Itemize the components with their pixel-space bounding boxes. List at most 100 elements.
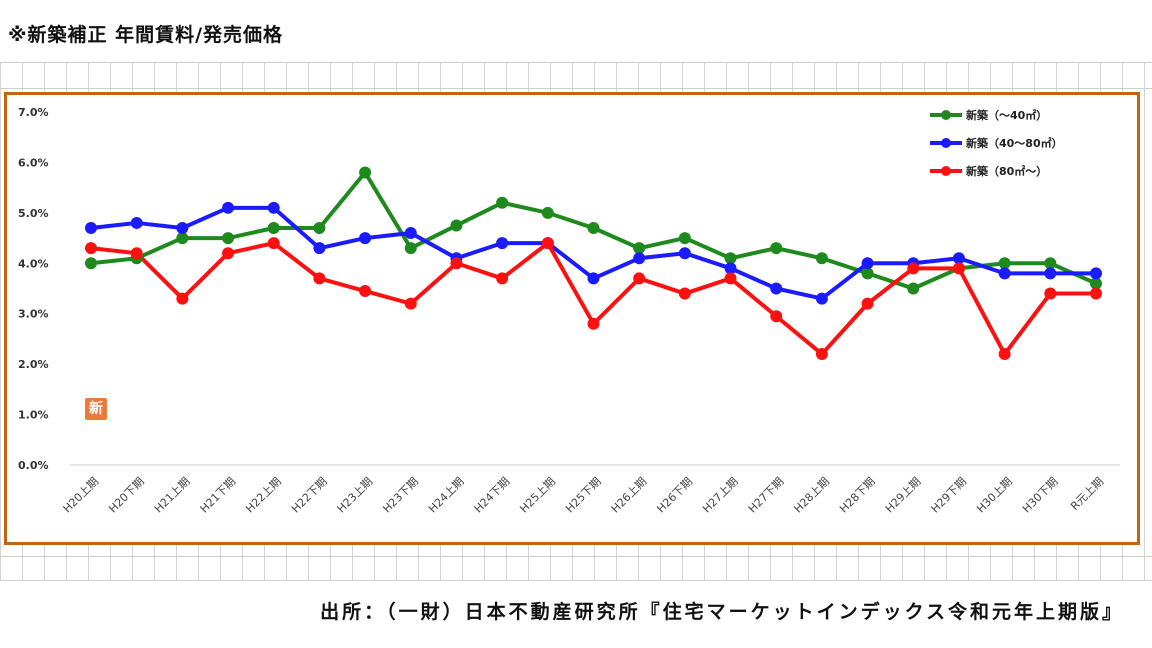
data-point — [815, 348, 828, 361]
data-point — [313, 272, 326, 285]
legend: 新築（～40㎡） 新築（40～80㎡） 新築（80㎡～） — [930, 108, 1063, 178]
row-line — [0, 556, 1152, 557]
data-point — [359, 232, 372, 245]
page-title: ※新築補正 年間賃料/発売価格 — [8, 24, 284, 46]
x-tick-label: R元上期 — [1068, 475, 1106, 513]
series-line-1 — [90, 205, 1096, 301]
data-point — [130, 247, 143, 260]
chart-frame — [4, 92, 1140, 545]
data-point — [267, 221, 280, 234]
data-point — [541, 206, 554, 219]
x-tick-label: H30上期 — [974, 475, 1015, 516]
data-point — [222, 247, 235, 260]
data-point — [770, 282, 783, 295]
x-tick-label: H20上期 — [61, 475, 102, 516]
legend-marker — [941, 166, 951, 176]
x-tick-label: H25上期 — [517, 475, 558, 516]
data-point — [176, 221, 189, 234]
data-point — [450, 257, 463, 270]
data-point — [770, 242, 783, 255]
data-point — [267, 201, 280, 214]
data-point — [176, 292, 189, 305]
x-tick-label: H28上期 — [792, 475, 833, 516]
data-point — [85, 221, 97, 234]
data-point — [633, 252, 646, 265]
data-point — [130, 216, 143, 229]
x-tick-label: H22上期 — [243, 475, 284, 516]
data-point — [724, 262, 737, 275]
data-point — [404, 297, 417, 310]
data-point — [724, 252, 737, 265]
data-point — [724, 272, 737, 285]
x-tick-label: H27上期 — [700, 475, 741, 516]
data-point — [450, 219, 463, 232]
data-point — [1090, 267, 1102, 280]
data-point — [1090, 287, 1102, 300]
x-tick-label: H24下期 — [472, 475, 513, 516]
data-point — [678, 247, 691, 260]
data-point — [85, 257, 97, 270]
data-point — [587, 272, 600, 285]
y-tick-label: 6.0% — [18, 156, 49, 169]
data-point — [907, 262, 920, 275]
data-point — [1044, 257, 1057, 270]
data-point — [222, 232, 235, 245]
x-tick-label: H29下期 — [929, 475, 970, 516]
x-axis: H20上期 H20下期 H21上期 H21下期 H22上期 H22下期 H23上期 H23下期… — [61, 464, 1120, 516]
x-tick-label: H24上期 — [426, 475, 467, 516]
y-tick-label: 1.0% — [18, 409, 49, 422]
data-point — [861, 297, 874, 310]
x-tick-label: H27下期 — [746, 475, 787, 516]
data-point — [359, 166, 372, 179]
data-point — [633, 272, 646, 285]
data-point — [633, 242, 646, 255]
y-tick-label: 2.0% — [18, 358, 49, 371]
y-tick-label: 7.0% — [18, 106, 49, 119]
data-point — [815, 292, 828, 305]
x-tick-label: H28下期 — [837, 475, 878, 516]
x-tick-label: H21下期 — [198, 475, 239, 516]
x-tick-label: H29上期 — [883, 475, 924, 516]
data-point — [678, 287, 691, 300]
data-point — [861, 257, 874, 270]
data-point — [587, 317, 600, 330]
data-point — [359, 285, 372, 298]
legend-entry: 新築（80㎡～） — [966, 164, 1047, 178]
data-point — [998, 348, 1011, 361]
y-tick-label: 5.0% — [18, 207, 49, 220]
data-point — [907, 282, 920, 295]
x-tick-label: H21上期 — [152, 475, 193, 516]
legend-marker — [941, 138, 951, 148]
data-point — [176, 232, 189, 245]
x-tick-label: H30下期 — [1020, 475, 1061, 516]
source-band — [0, 580, 1152, 648]
data-point — [587, 221, 600, 234]
series-lines — [85, 166, 1102, 361]
data-point — [678, 232, 691, 245]
legend-marker — [941, 110, 951, 120]
source-note: 出所：（一財）日本不動産研究所『住宅マーケットインデックス令和元年上期版』 — [320, 601, 1124, 623]
x-tick-label: H23下期 — [380, 475, 421, 516]
data-point — [1090, 277, 1102, 290]
data-point — [496, 196, 509, 209]
row-line — [0, 580, 1152, 581]
y-tick-label: 0.0% — [18, 459, 49, 472]
y-tick-label: 4.0% — [18, 257, 49, 270]
data-point — [952, 252, 965, 265]
data-point — [496, 272, 509, 285]
data-point — [1044, 287, 1057, 300]
data-point — [404, 242, 417, 255]
legend-entry: 新築（40～80㎡） — [966, 136, 1063, 150]
data-point — [998, 267, 1011, 280]
data-point — [85, 242, 97, 255]
data-point — [267, 237, 280, 250]
data-point — [815, 252, 828, 265]
legend-entry: 新築（～40㎡） — [966, 108, 1047, 122]
x-tick-label: H26下期 — [654, 475, 695, 516]
row-line — [0, 88, 1152, 89]
data-point — [541, 237, 554, 250]
y-axis: 0.0% 1.0% 2.0% 3.0% 4.0% 5.0% 6.0% 7.0% — [18, 106, 49, 472]
x-tick-label: H23上期 — [335, 475, 376, 516]
data-point — [998, 257, 1011, 270]
